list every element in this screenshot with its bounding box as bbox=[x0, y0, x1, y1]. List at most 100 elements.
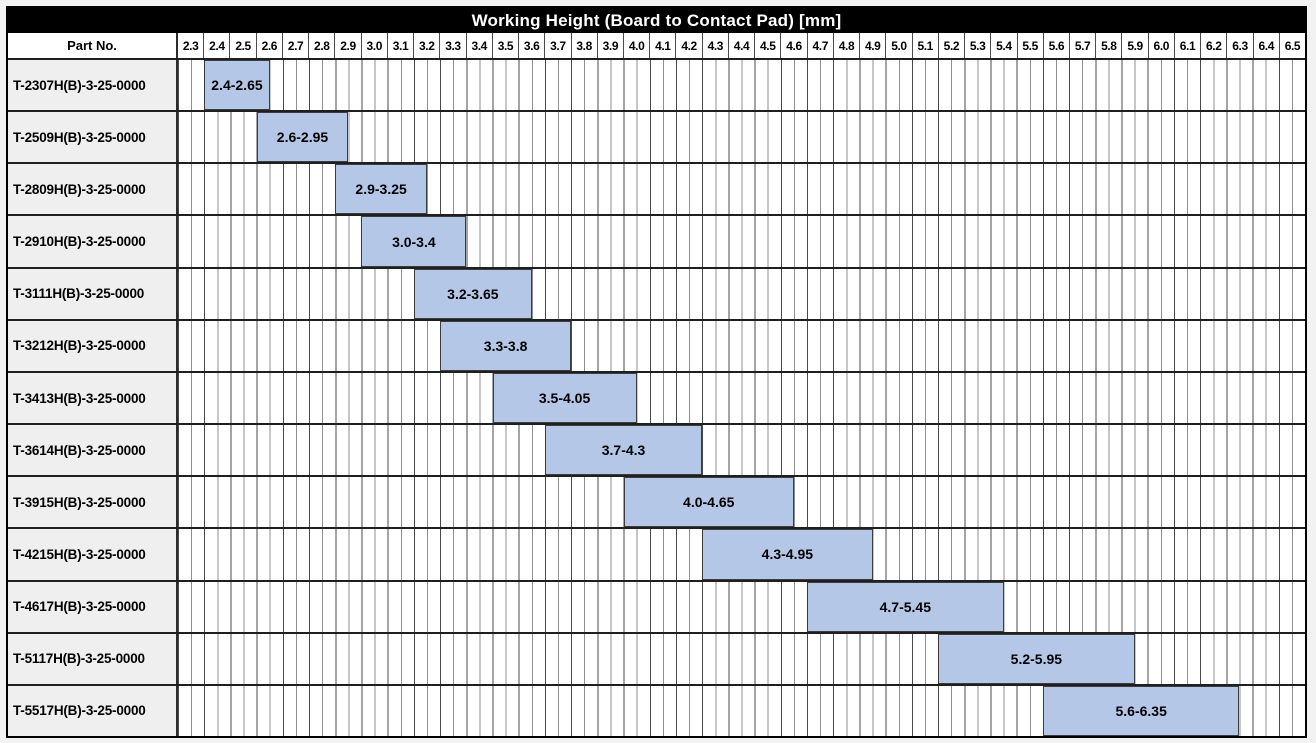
x-tick-label: 3.6 bbox=[519, 33, 546, 58]
range-bar-label: 3.5-4.05 bbox=[538, 390, 591, 407]
part-number-cell: T-2910H(B)-3-25-0000 bbox=[8, 216, 178, 267]
part-number-cell: T-4617H(B)-3-25-0000 bbox=[8, 581, 178, 632]
x-tick-label: 6.0 bbox=[1149, 33, 1175, 58]
x-tick-label: 4.2 bbox=[676, 33, 703, 58]
x-tick-label: 6.2 bbox=[1201, 33, 1228, 58]
table-row: T-2910H(B)-3-25-0000 3.0-3.4 bbox=[8, 214, 1305, 267]
range-bar-label: 4.7-5.45 bbox=[879, 598, 931, 615]
plot-area: 3.2-3.65 bbox=[178, 268, 1305, 319]
x-tick-label: 5.5 bbox=[1018, 33, 1044, 58]
part-number-cell: T-5117H(B)-3-25-0000 bbox=[8, 633, 178, 684]
range-bar-label: 5.6-6.35 bbox=[1115, 702, 1167, 719]
range-bar-label: 3.0-3.4 bbox=[392, 233, 436, 250]
part-number-cell: T-5517H(B)-3-25-0000 bbox=[8, 685, 178, 737]
table-row: T-4617H(B)-3-25-0000 4.7-5.45 bbox=[8, 579, 1305, 632]
x-tick-label: 2.8 bbox=[309, 33, 336, 58]
plot-area: 5.2-5.95 bbox=[178, 633, 1305, 684]
table-row: T-3212H(B)-3-25-0000 3.3-3.8 bbox=[8, 318, 1305, 371]
x-tick-label: 4.9 bbox=[860, 33, 887, 58]
x-tick-label: 3.8 bbox=[572, 33, 598, 58]
range-bar: 2.4-2.65 bbox=[204, 60, 270, 111]
x-tick-label: 2.6 bbox=[257, 33, 283, 58]
range-bar-label: 5.2-5.95 bbox=[1010, 650, 1063, 667]
x-tick-label: 4.7 bbox=[808, 33, 834, 58]
x-tick-label: 5.4 bbox=[991, 33, 1018, 58]
x-tick-label: 3.0 bbox=[362, 33, 388, 58]
chart-title: Working Height (Board to Contact Pad) [m… bbox=[471, 10, 842, 30]
plot-area: 3.5-4.05 bbox=[178, 372, 1305, 424]
x-tick-label: 5.0 bbox=[886, 33, 913, 58]
part-number-cell: T-3111H(B)-3-25-0000 bbox=[8, 268, 178, 319]
header-row: Part No. 2.3 2.4 2.5 2.6 2.7 2.8 2.9 3.0 3.1 3.2 3… bbox=[8, 33, 1305, 60]
range-bar: 3.5-4.05 bbox=[492, 372, 637, 424]
x-tick-label: 3.3 bbox=[440, 33, 467, 58]
part-no-header-cell: Part No. bbox=[8, 33, 178, 58]
plot-area: 3.0-3.4 bbox=[178, 216, 1305, 267]
range-bar: 4.0-4.65 bbox=[623, 477, 794, 528]
part-number-cell: T-3915H(B)-3-25-0000 bbox=[8, 477, 178, 528]
x-tick-label: 4.6 bbox=[781, 33, 808, 58]
range-bar-label: 2.4-2.65 bbox=[211, 77, 263, 94]
x-tick-label: 5.9 bbox=[1122, 33, 1149, 58]
range-bar-label: 3.7-4.3 bbox=[601, 442, 646, 459]
table-row: T-2307H(B)-3-25-0000 2.4-2.65 bbox=[8, 60, 1305, 111]
plot-area: 4.7-5.45 bbox=[178, 581, 1305, 632]
range-bar: 4.7-5.45 bbox=[807, 581, 1004, 632]
range-bar: 5.2-5.95 bbox=[938, 633, 1135, 684]
part-no-header-label: Part No. bbox=[67, 38, 117, 53]
part-number-cell: T-2509H(B)-3-25-0000 bbox=[8, 112, 178, 163]
x-tick-label: 2.9 bbox=[335, 33, 362, 58]
range-bar: 3.3-3.8 bbox=[440, 320, 572, 371]
range-bar-label: 2.6-2.95 bbox=[276, 129, 329, 146]
plot-area: 5.6-6.35 bbox=[178, 685, 1305, 737]
x-tick-label: 4.3 bbox=[703, 33, 729, 58]
x-tick-label: 4.4 bbox=[729, 33, 756, 58]
x-tick-label: 3.5 bbox=[493, 33, 520, 58]
plot-area: 4.0-4.65 bbox=[178, 477, 1305, 528]
range-bar-label: 3.2-3.65 bbox=[447, 285, 499, 302]
range-bar-label: 2.9-3.25 bbox=[355, 181, 407, 198]
x-tick-label: 2.7 bbox=[283, 33, 310, 58]
x-tick-label: 3.9 bbox=[598, 33, 624, 58]
x-tick-label: 6.4 bbox=[1254, 33, 1280, 58]
range-bar: 2.9-3.25 bbox=[335, 164, 427, 215]
x-tick-label: 4.1 bbox=[650, 33, 677, 58]
plot-area: 3.3-3.8 bbox=[178, 320, 1305, 371]
x-tick-label: 5.8 bbox=[1096, 33, 1123, 58]
x-tick-label: 5.2 bbox=[939, 33, 966, 58]
table-row: T-2509H(B)-3-25-0000 2.6-2.95 bbox=[8, 110, 1305, 163]
table-row: T-3614H(B)-3-25-0000 3.7-4.3 bbox=[8, 423, 1305, 476]
x-tick-label: 6.3 bbox=[1227, 33, 1254, 58]
x-tick-label: 3.2 bbox=[414, 33, 441, 58]
part-number-cell: T-3212H(B)-3-25-0000 bbox=[8, 320, 178, 371]
working-height-chart-table: Working Height (Board to Contact Pad) [m… bbox=[6, 6, 1307, 738]
table-row: T-5517H(B)-3-25-0000 5.6-6.35 bbox=[8, 683, 1305, 737]
plot-area: 2.9-3.25 bbox=[178, 164, 1305, 215]
x-tick-label: 3.4 bbox=[467, 33, 493, 58]
range-bar-label: 4.3-4.95 bbox=[761, 546, 814, 563]
part-number-cell: T-4215H(B)-3-25-0000 bbox=[8, 529, 178, 580]
range-bar: 3.0-3.4 bbox=[361, 216, 467, 267]
x-tick-label: 2.4 bbox=[204, 33, 231, 58]
part-number-cell: T-2809H(B)-3-25-0000 bbox=[8, 164, 178, 215]
plot-area: 2.4-2.65 bbox=[178, 60, 1305, 111]
x-tick-label: 6.1 bbox=[1175, 33, 1202, 58]
x-tick-label: 2.5 bbox=[230, 33, 257, 58]
chart-rows: T-2307H(B)-3-25-0000 2.4-2.65 T-2509H(B)-3… bbox=[8, 60, 1305, 737]
table-row: T-3413H(B)-3-25-0000 3.5-4.05 bbox=[8, 370, 1305, 424]
table-row: T-2809H(B)-3-25-0000 2.9-3.25 bbox=[8, 162, 1305, 215]
x-tick-label: 6.5 bbox=[1284, 38, 1301, 53]
x-tick-label: 5.1 bbox=[913, 33, 939, 58]
x-tick-label: 4.0 bbox=[624, 33, 651, 58]
x-tick-label: 5.7 bbox=[1070, 33, 1097, 58]
x-tick-label: 3.7 bbox=[545, 33, 572, 58]
plot-area: 2.6-2.95 bbox=[178, 112, 1305, 163]
table-row: T-4215H(B)-3-25-0000 4.3-4.95 bbox=[8, 527, 1305, 580]
x-tick-label: 5.6 bbox=[1044, 33, 1070, 58]
part-number-cell: T-3413H(B)-3-25-0000 bbox=[8, 372, 178, 424]
x-tick-label: 2.3 bbox=[178, 33, 205, 58]
range-bar: 4.3-4.95 bbox=[702, 529, 873, 580]
plot-area: 4.3-4.95 bbox=[178, 529, 1305, 580]
range-bar: 2.6-2.95 bbox=[256, 112, 349, 163]
range-bar-label: 3.3-3.8 bbox=[483, 337, 528, 354]
